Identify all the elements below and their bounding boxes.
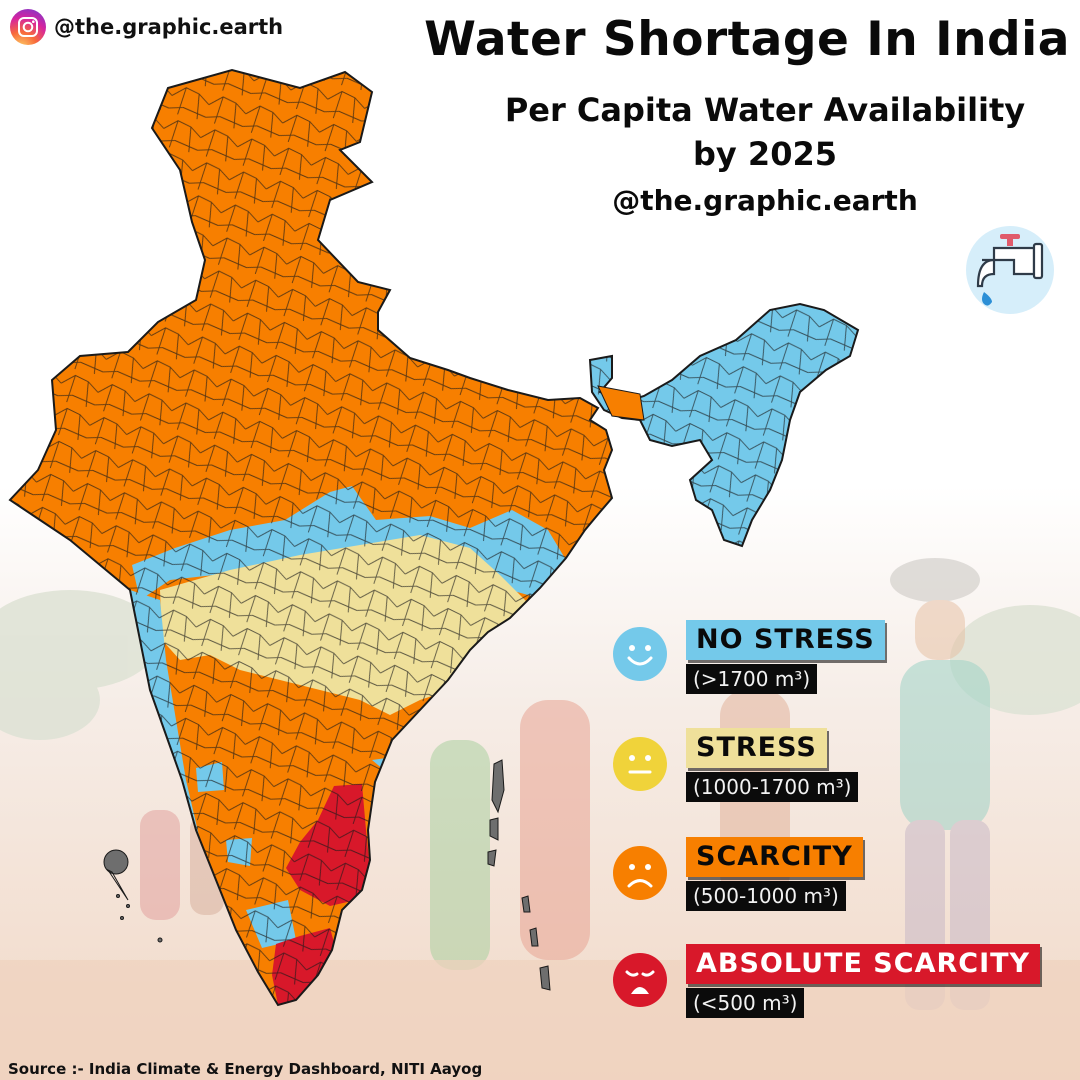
source-note: Source :- India Climate & Energy Dashboa… xyxy=(8,1060,483,1078)
account-handle: @the.graphic.earth xyxy=(10,8,283,46)
legend-range-no-stress: (>1700 m³) xyxy=(686,664,818,694)
subtitle-line-1: Per Capita Water Availability xyxy=(504,91,1026,129)
page-title: Water Shortage In India xyxy=(424,12,1070,67)
legend-range-stress: (1000-1700 m³) xyxy=(686,772,859,802)
account-handle-text: @the.graphic.earth xyxy=(54,15,284,39)
map-islands-lakshadweep xyxy=(103,849,163,943)
legend-label-no-stress: NO STRESS xyxy=(686,620,885,660)
subtitle: Per Capita Water Availability by 2025 xyxy=(470,88,1060,176)
water-tap-icon xyxy=(966,226,1054,314)
neutral-face-icon xyxy=(613,737,667,791)
legend-range-absolute-scarcity: (<500 m³) xyxy=(686,988,805,1018)
frowning-face-icon xyxy=(613,846,667,900)
map-islands-andaman xyxy=(487,759,551,991)
legend-label-absolute-scarcity: ABSOLUTE SCARCITY xyxy=(686,944,1041,984)
subtitle-line-2: by 2025 xyxy=(693,135,837,173)
legend-label-stress: STRESS xyxy=(686,728,827,768)
distressed-face-icon xyxy=(613,953,667,1007)
subtitle-handle: @the.graphic.earth xyxy=(612,184,918,217)
instagram-icon xyxy=(10,9,46,45)
smiling-face-icon xyxy=(613,627,667,681)
legend-range-scarcity: (500-1000 m³) xyxy=(686,881,846,911)
map-region-no-stress-northeast xyxy=(588,302,860,548)
legend-label-scarcity: SCARCITY xyxy=(686,837,863,877)
